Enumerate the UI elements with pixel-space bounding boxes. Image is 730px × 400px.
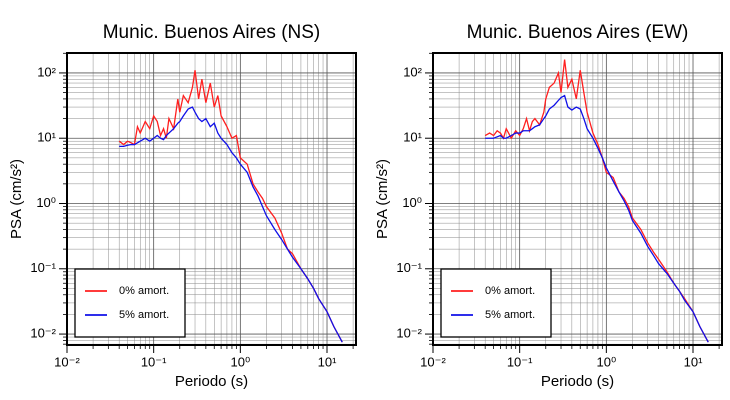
- legend-box: [74, 268, 186, 338]
- y-tick-label: 10⁻¹: [30, 260, 56, 275]
- y-tick-label: 10¹: [403, 130, 422, 145]
- legend-label: 5% amort.: [119, 309, 169, 321]
- legend-box: [440, 268, 552, 338]
- x-axis-label: Periodo (s): [175, 373, 248, 390]
- chart-title: Munic. Buenos Aires (EW): [467, 22, 689, 43]
- y-tick-label: 10⁰: [402, 195, 422, 210]
- x-tick-label: 10¹: [684, 354, 703, 369]
- plot-lines: [484, 59, 709, 343]
- x-tick-label: 10⁻²: [54, 354, 80, 369]
- y-tick-label: 10⁰: [36, 195, 56, 210]
- x-tick-label: 10⁻²: [420, 354, 446, 369]
- legend: 0% amort. 5% amort.: [440, 268, 552, 338]
- y-tick-label: 10²: [403, 64, 422, 79]
- series-line: [484, 59, 709, 343]
- legend: 0% amort. 5% amort.: [74, 268, 186, 338]
- y-axis-label: PSA (cm/s²): [8, 159, 25, 239]
- x-tick-label: 10⁻¹: [507, 354, 533, 369]
- plot-frame: [432, 52, 723, 346]
- series-line: [485, 94, 709, 343]
- y-axis-label: PSA (cm/s²): [374, 159, 391, 239]
- x-axis-label: Periodo (s): [541, 373, 614, 390]
- y-tick-label: 10⁻¹: [396, 260, 422, 275]
- chart-panel: 10⁻² 10⁻¹ 10⁰ 10¹ 10⁻² 10⁻¹ 10⁰ 10¹ 10² Munic. Bu…: [8, 22, 357, 390]
- chart-title: Munic. Buenos Aires (NS): [103, 22, 321, 43]
- x-tick-label: 10⁻¹: [141, 354, 167, 369]
- y-tick-label: 10⁻²: [30, 326, 56, 341]
- y-tick-label: 10⁻²: [396, 326, 422, 341]
- x-tick-label: 10⁰: [231, 354, 251, 369]
- plot-lines: [118, 70, 343, 343]
- x-tick-label: 10¹: [318, 354, 337, 369]
- y-tick-label: 10²: [37, 64, 56, 79]
- series-line: [119, 106, 343, 343]
- x-tick-label: 10⁰: [597, 354, 617, 369]
- plot-frame: [66, 52, 357, 346]
- y-tick-label: 10¹: [37, 130, 56, 145]
- legend-label: 0% amort.: [485, 285, 535, 297]
- chart-panel: 10⁻² 10⁻¹ 10⁰ 10¹ 10⁻² 10⁻¹ 10⁰ 10¹ 10² Munic. Bu…: [374, 22, 723, 390]
- legend-label: 0% amort.: [119, 285, 169, 297]
- legend-label: 5% amort.: [485, 309, 535, 321]
